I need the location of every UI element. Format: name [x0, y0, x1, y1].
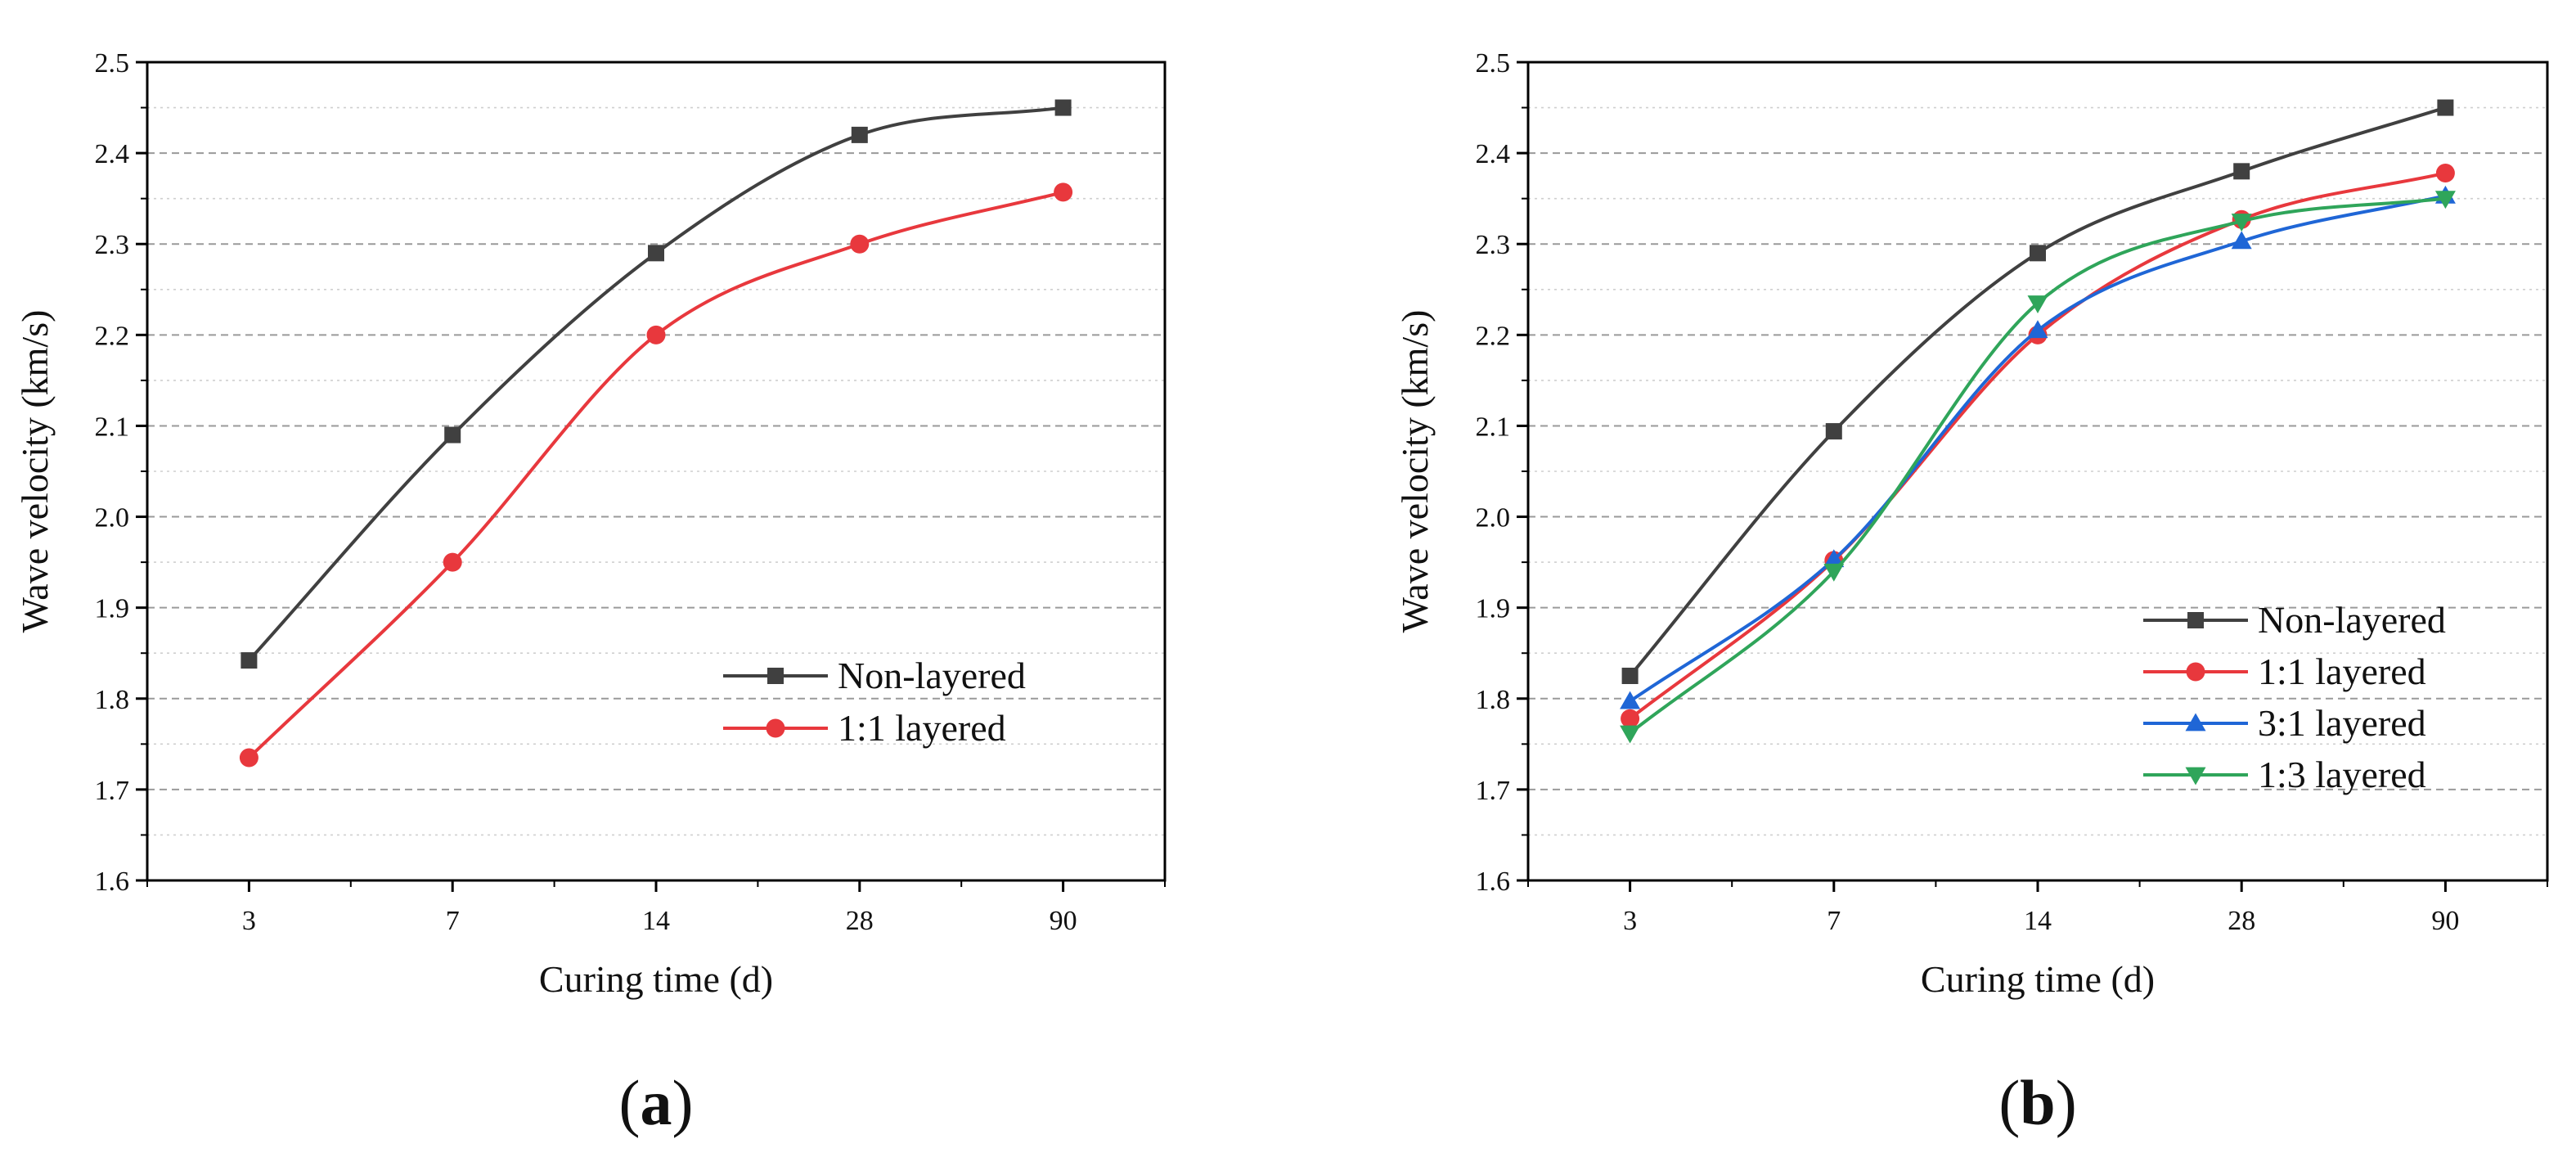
y-axis-title: Wave velocity (km/s) [14, 310, 56, 633]
x-axis: 3 7 14 28 90 [146, 880, 1166, 936]
data-point [2437, 99, 2454, 116]
y-tick-label: 1.8 [95, 685, 130, 715]
data-point [851, 126, 868, 143]
series-line [247, 106, 1063, 662]
panel-label-close: ) [2056, 1067, 2077, 1138]
legend-label: 1:3 layered [2258, 754, 2426, 795]
legend-marker [766, 718, 785, 738]
legend-label: 1:1 layered [2258, 651, 2426, 692]
x-tick-label: 28 [2228, 906, 2255, 936]
x-tick-label: 7 [1827, 906, 1841, 936]
y-tick-label: 2.1 [1476, 412, 1511, 442]
data-point [444, 426, 461, 443]
legend-marker [2187, 612, 2204, 628]
y-tick-label: 1.6 [95, 867, 130, 897]
y-tick-label: 1.7 [95, 776, 130, 806]
series-non-layered [241, 99, 1072, 669]
grid-lines [147, 106, 1165, 836]
data-point [443, 552, 462, 572]
y-tick-label: 2.5 [1476, 48, 1511, 79]
data-point [1621, 668, 1639, 684]
data-point [1825, 423, 1842, 440]
x-axis: 3 7 14 28 90 [1527, 880, 2548, 936]
data-point [2027, 295, 2048, 313]
data-point [2027, 320, 2048, 339]
legend-label: 1:1 layered [838, 707, 1006, 749]
data-point [2435, 164, 2455, 183]
y-tick-label: 2.5 [95, 48, 130, 79]
y-tick-label: 2.2 [95, 321, 130, 351]
series-1-3-layered [1620, 191, 2456, 744]
data-point [1054, 182, 1073, 202]
y-tick-label: 2.2 [1476, 321, 1511, 351]
y-tick-label: 2.0 [1476, 503, 1511, 533]
x-tick-label: 90 [1050, 906, 1077, 936]
x-axis-title: Curing time (d) [1921, 958, 2155, 1000]
legend: Non-layered 1:1 layered 3:1 layered 1:3 lay… [2143, 599, 2446, 795]
chart-panel-b: 1.6 1.7 1.8 1.9 2.0 2.1 2.2 2.3 2.4 2.5 3 7 14 28 90 Cu… [1394, 48, 2549, 1138]
y-axis: 1.6 1.7 1.8 1.9 2.0 2.1 2.2 2.3 2.4 2.5 [1476, 48, 1528, 897]
y-tick-label: 1.9 [1476, 594, 1511, 624]
legend-label: Non-layered [2258, 599, 2446, 641]
series-line [1629, 196, 2446, 735]
panel-label: (b) [1998, 1067, 2076, 1138]
x-tick-label: 14 [2024, 906, 2052, 936]
x-tick-label: 90 [2431, 906, 2459, 936]
y-tick-label: 1.6 [1476, 867, 1511, 897]
y-tick-label: 1.9 [95, 594, 130, 624]
legend: Non-layered 1:1 layered [723, 655, 1026, 749]
data-point [2233, 163, 2250, 180]
data-point [1823, 549, 1845, 568]
data-point [1620, 725, 1641, 744]
y-tick-label: 2.4 [95, 139, 130, 169]
y-tick-label: 1.7 [1476, 776, 1511, 806]
panel-label-letter: a [641, 1067, 672, 1138]
data-point [648, 245, 664, 262]
series-line [248, 190, 1064, 759]
data-point [1823, 563, 1845, 582]
panel-label-open: ( [619, 1067, 641, 1138]
y-tick-label: 2.4 [1476, 139, 1511, 169]
panel-label-close: ) [672, 1067, 694, 1138]
y-axis: 1.6 1.7 1.8 1.9 2.0 2.1 2.2 2.3 2.4 2.5 [95, 48, 147, 897]
data-point [1054, 99, 1072, 116]
series-line [1629, 194, 2446, 703]
data-point [2030, 245, 2046, 262]
y-tick-label: 2.3 [95, 230, 130, 260]
y-tick-label: 1.8 [1476, 685, 1511, 715]
legend-marker [767, 668, 784, 684]
data-point [239, 748, 258, 768]
y-axis-title: Wave velocity (km/s) [1394, 310, 1436, 633]
series-line [1629, 106, 2446, 678]
x-tick-label: 28 [846, 906, 874, 936]
data-point [1621, 709, 1640, 728]
data-point [2231, 214, 2252, 232]
y-tick-label: 2.0 [95, 503, 130, 533]
legend-marker [2185, 713, 2206, 732]
x-tick-label: 14 [642, 906, 670, 936]
x-tick-label: 3 [242, 906, 256, 936]
data-point [2231, 231, 2252, 250]
legend-label: Non-layered [838, 655, 1026, 696]
series-1-1-layered [239, 182, 1073, 768]
data-point [1620, 691, 1641, 709]
data-point [646, 325, 666, 344]
chart-panel-a: 1.6 1.7 1.8 1.9 2.0 2.1 2.2 2.3 2.4 2.5 3 7 14 28 90 Cu… [14, 48, 1167, 1138]
data-point [2434, 191, 2456, 209]
data-point [850, 234, 870, 254]
x-axis-title: Curing time (d) [539, 958, 773, 1000]
y-tick-label: 2.3 [1476, 230, 1511, 260]
legend-marker [2186, 662, 2205, 682]
panel-label-open: ( [1998, 1067, 2020, 1138]
series-non-layered [1621, 99, 2454, 684]
x-tick-label: 7 [446, 906, 460, 936]
legend-label: 3:1 layered [2258, 702, 2426, 744]
panel-label: (a) [619, 1067, 694, 1138]
y-tick-label: 2.1 [95, 412, 130, 442]
legend-marker [2185, 767, 2206, 786]
x-tick-label: 3 [1623, 906, 1637, 936]
panel-label-letter: b [2020, 1067, 2055, 1138]
data-point [241, 652, 258, 669]
